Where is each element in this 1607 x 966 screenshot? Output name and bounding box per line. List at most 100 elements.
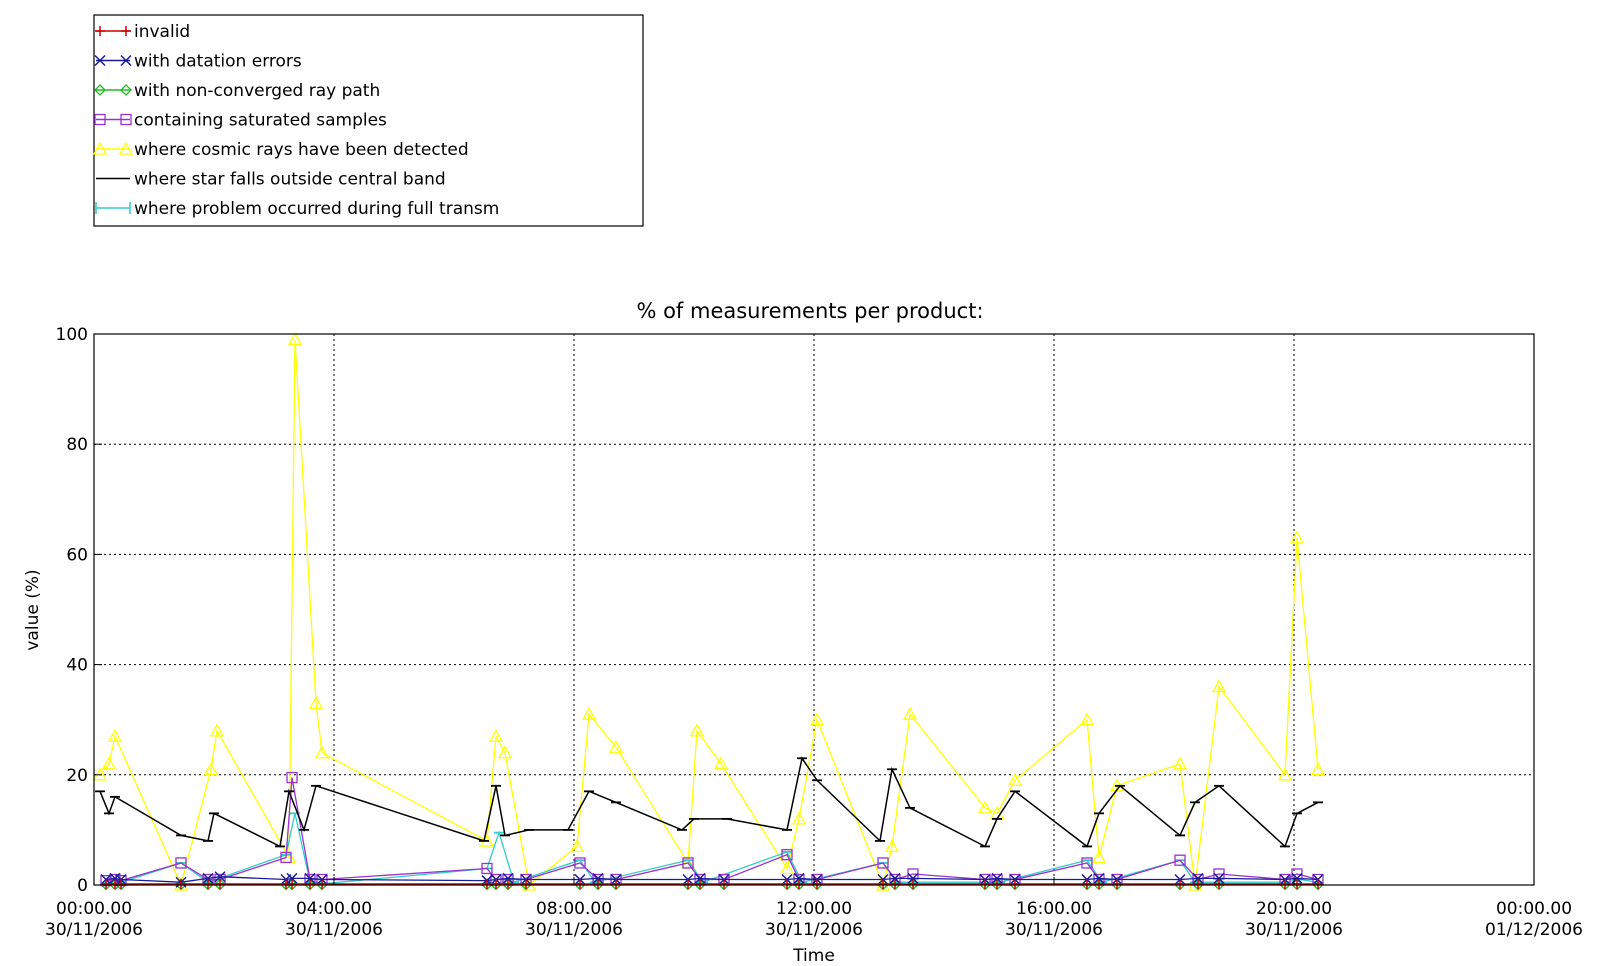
triangle-marker bbox=[92, 141, 108, 155]
square-marker bbox=[574, 857, 586, 869]
x-tick-label-time: 00:00.00 bbox=[1496, 899, 1572, 919]
plus-marker bbox=[95, 26, 105, 36]
y-tick-label: 60 bbox=[66, 545, 88, 565]
series-with-datation-errors bbox=[100, 871, 1324, 888]
triangle-marker bbox=[497, 745, 513, 759]
plus-marker bbox=[683, 878, 693, 889]
triangle-marker bbox=[308, 695, 324, 709]
y-tick-label: 0 bbox=[77, 876, 88, 896]
triangle-marker bbox=[107, 728, 123, 742]
plus-marker bbox=[215, 878, 225, 889]
grid bbox=[94, 334, 1534, 885]
series-line bbox=[106, 813, 1319, 884]
plus-marker bbox=[611, 878, 621, 889]
square-marker bbox=[94, 113, 106, 126]
diamond-marker bbox=[120, 84, 132, 96]
y-tick-label: 100 bbox=[56, 325, 88, 345]
plus-marker bbox=[890, 878, 900, 889]
triangle-marker bbox=[1310, 761, 1326, 775]
plus-marker bbox=[287, 878, 297, 889]
x-marker bbox=[94, 54, 106, 67]
x-marker bbox=[120, 54, 132, 67]
legend-item: invalid bbox=[95, 22, 190, 42]
series-line bbox=[99, 756, 1319, 848]
plus-marker bbox=[305, 878, 315, 889]
triangle-marker bbox=[118, 141, 134, 155]
triangle-marker bbox=[1211, 679, 1227, 693]
legend-swatch-marker bbox=[95, 202, 131, 214]
diamond-marker bbox=[991, 878, 1003, 891]
plus-marker bbox=[1280, 878, 1290, 889]
legend-label: where star falls outside central band bbox=[134, 170, 446, 190]
x-tick-label-time: 20:00.00 bbox=[1256, 899, 1332, 919]
diamond-marker bbox=[694, 878, 706, 891]
x-tick-label-date: 30/11/2006 bbox=[285, 920, 383, 940]
series-where-cosmic-rays-have-been-detected bbox=[92, 332, 1326, 891]
plus-marker bbox=[491, 878, 501, 889]
x-marker bbox=[214, 871, 226, 883]
plus-marker bbox=[695, 878, 705, 889]
diamond-marker bbox=[907, 878, 919, 891]
series-containing-saturated-samples bbox=[100, 771, 1324, 887]
x-tick-label-time: 08:00.00 bbox=[536, 899, 612, 919]
legend-label: with datation errors bbox=[134, 52, 302, 72]
square-marker bbox=[175, 857, 187, 869]
x-tick-label-date: 30/11/2006 bbox=[45, 920, 143, 940]
legend-item: containing saturated samples bbox=[94, 111, 387, 131]
triangle-marker bbox=[1091, 850, 1107, 864]
x-tick-label-time: 16:00.00 bbox=[1016, 899, 1092, 919]
triangle-marker bbox=[1079, 712, 1095, 726]
triangle-marker bbox=[809, 712, 825, 726]
plus-marker bbox=[719, 878, 729, 889]
triangle-marker bbox=[977, 800, 993, 814]
x-tick-label-time: 12:00.00 bbox=[776, 899, 852, 919]
x-tick-label-date: 30/11/2006 bbox=[525, 920, 623, 940]
plus-marker bbox=[1175, 878, 1185, 889]
triangle-marker bbox=[608, 739, 624, 753]
x-marker bbox=[1192, 872, 1204, 884]
square-marker bbox=[280, 851, 292, 864]
legend-label: where cosmic rays have been detected bbox=[134, 140, 469, 160]
triangle-marker bbox=[209, 723, 225, 737]
legend: invalid with datation errors with non-conv… bbox=[92, 14, 644, 227]
x-axis-label: Time bbox=[792, 946, 835, 966]
x-marker bbox=[1093, 872, 1105, 884]
series-invalid bbox=[101, 878, 1323, 889]
y-axis-label: value (%) bbox=[23, 569, 43, 650]
triangle-marker bbox=[101, 756, 117, 770]
plus-marker bbox=[794, 878, 804, 889]
y-tick-label: 40 bbox=[66, 656, 88, 676]
x-tick-label-date: 30/11/2006 bbox=[1245, 920, 1343, 940]
triangle-marker bbox=[713, 756, 729, 770]
plus-marker bbox=[101, 878, 111, 889]
diamond-marker bbox=[1213, 878, 1225, 891]
square-marker bbox=[1081, 857, 1093, 869]
plus-marker bbox=[908, 878, 918, 889]
triangle-marker bbox=[791, 811, 807, 825]
diamond-marker bbox=[793, 878, 805, 891]
square-marker bbox=[682, 857, 694, 869]
triangle-marker bbox=[314, 745, 330, 759]
x-marker bbox=[502, 872, 514, 884]
plus-marker bbox=[575, 878, 585, 889]
y-tick-label: 20 bbox=[66, 766, 88, 786]
diamond-marker bbox=[1192, 878, 1204, 891]
diamond-marker bbox=[94, 84, 106, 96]
triangle-marker bbox=[689, 723, 705, 737]
x-marker bbox=[991, 872, 1003, 884]
x-axis: 00:00.0030/11/200604:00.0030/11/200608:0… bbox=[45, 877, 1583, 940]
diamond-marker bbox=[202, 878, 214, 891]
triangle-marker bbox=[569, 839, 585, 853]
plus-marker bbox=[980, 878, 990, 889]
x-marker bbox=[202, 872, 214, 884]
plus-marker bbox=[176, 878, 186, 889]
plus-marker bbox=[1010, 878, 1020, 889]
legend-item: with datation errors bbox=[94, 52, 302, 72]
square-marker bbox=[877, 857, 889, 869]
plus-marker bbox=[1193, 878, 1203, 889]
x-marker bbox=[793, 872, 805, 884]
plus-marker bbox=[878, 878, 888, 889]
x-marker bbox=[1213, 872, 1225, 884]
square-marker bbox=[286, 771, 298, 784]
